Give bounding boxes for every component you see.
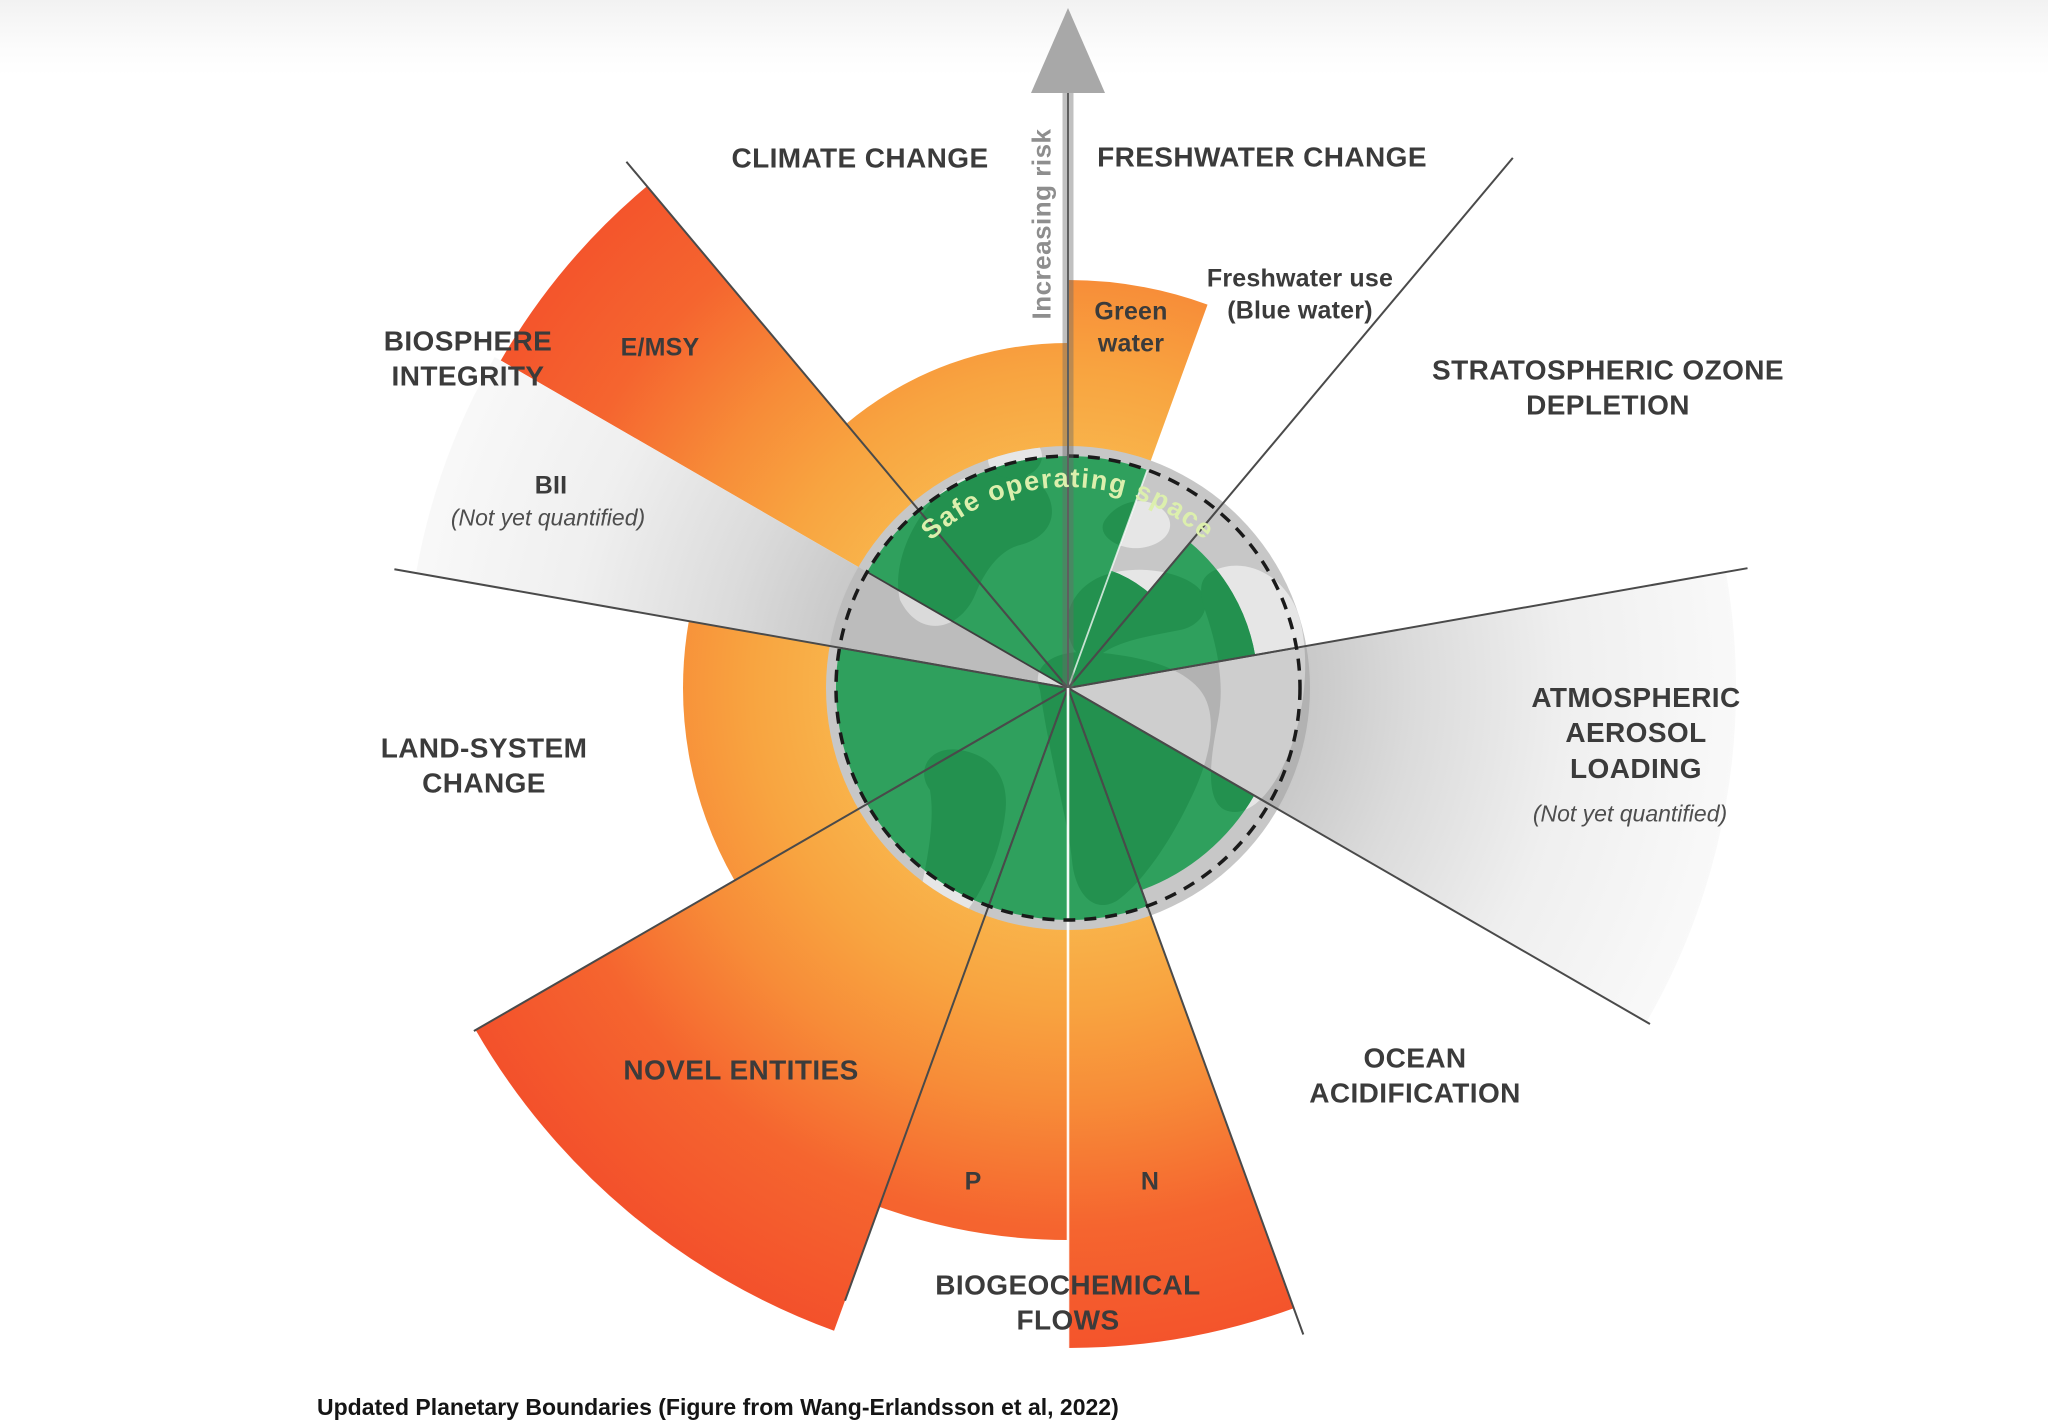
- biosphere-bii-wedge: [416, 357, 875, 650]
- atmospheric-aerosol-wedge: [1261, 572, 1737, 1022]
- land-system-change-safe-area: [835, 647, 1068, 804]
- risk-arrow: [1031, 8, 1105, 688]
- risk-arrowhead: [1031, 8, 1105, 93]
- atmospheric-aerosol-inner-shade: [1068, 645, 1310, 809]
- sector-lines: [394, 157, 1748, 1354]
- biosphere-bii-inner-shade: [829, 567, 1068, 688]
- biogeochemical-p-safe-area: [988, 688, 1068, 920]
- figure-caption: Updated Planetary Boundaries (Figure fro…: [317, 1394, 1119, 1420]
- page-top-gradient: [0, 0, 2048, 75]
